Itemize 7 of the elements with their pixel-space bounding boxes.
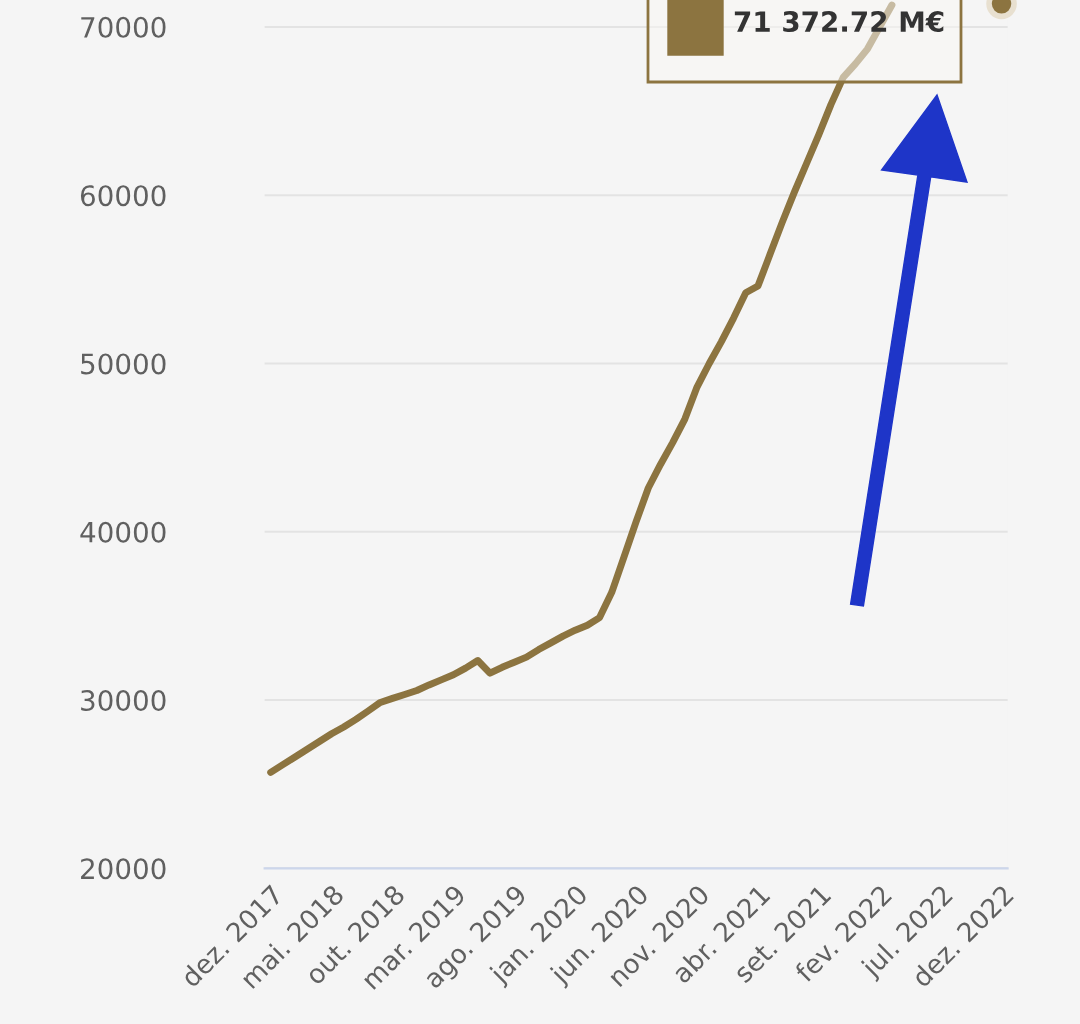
y-tick-label: 40000: [80, 521, 166, 543]
y-tick-label: 60000: [80, 185, 166, 207]
y-tick-label: 70000: [81, 16, 166, 38]
y-tick-label: 30000: [81, 690, 166, 712]
y-tick-label: 20000: [81, 858, 166, 880]
annotation: 71 372.72 M€: [734, 11, 944, 33]
y-tick-label: 50000: [81, 353, 166, 375]
